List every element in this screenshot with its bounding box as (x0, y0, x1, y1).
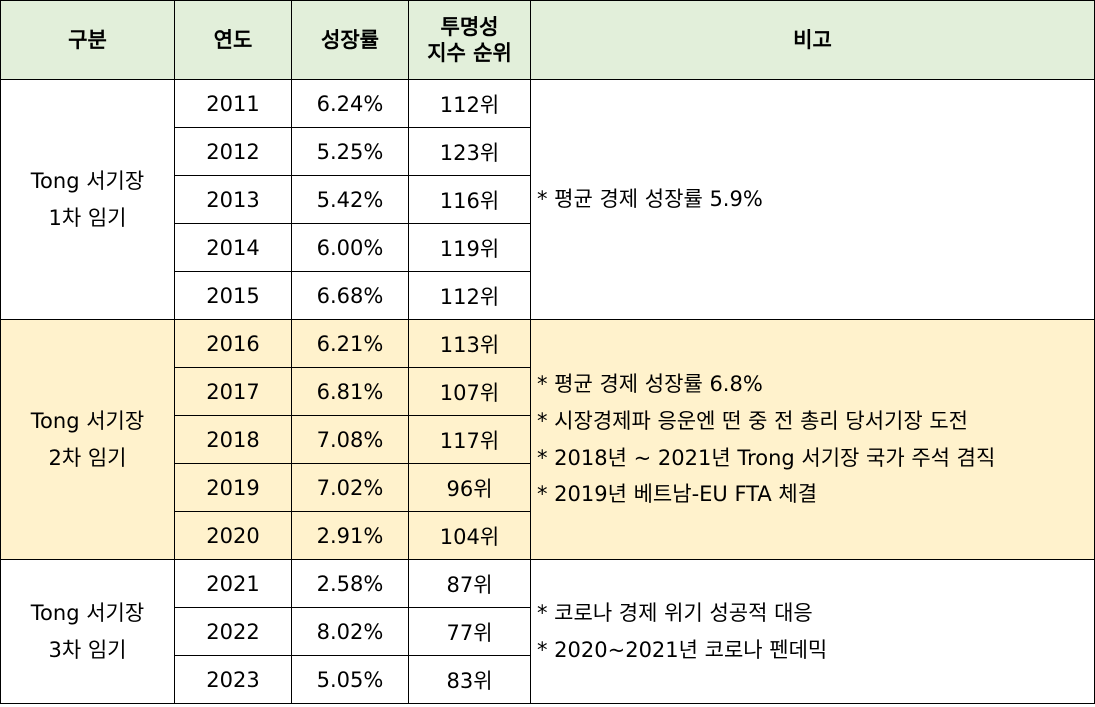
term-label-line1: Tong 서기장 (30, 408, 145, 433)
header-growth: 성장률 (291, 0, 409, 80)
note-line: * 평균 경제 성장률 6.8% (537, 372, 763, 396)
rank-cell: 113위 (408, 319, 531, 368)
header-year: 연도 (174, 0, 292, 80)
table-row: Tong 서기장 3차 임기 2021 2.58% 87위 * 코로나 경제 위… (0, 559, 1095, 704)
rank-cell: 77위 (408, 607, 531, 656)
growth-cell: 2.91% (291, 511, 409, 560)
rank-cell: 116위 (408, 175, 531, 224)
header-transparency-line2: 지수 순위 (427, 41, 512, 65)
term-label-2: Tong 서기장 2차 임기 (0, 319, 175, 560)
rank-cell: 119위 (408, 223, 531, 272)
growth-cell: 6.24% (291, 79, 409, 128)
growth-cell: 7.02% (291, 463, 409, 512)
table-row: 2019 7.02% 96위 (1, 463, 1095, 512)
rank-cell: 107위 (408, 367, 531, 416)
growth-cell: 6.68% (291, 271, 409, 320)
rank-cell: 96위 (408, 463, 531, 512)
note-line: * 시장경제파 응운엔 떤 중 전 총리 당서기장 도전 (537, 408, 968, 433)
header-row: 구분 연도 성장률 투명성 지수 순위 비고 (0, 0, 1095, 80)
growth-cell: 8.02% (291, 607, 409, 656)
growth-cell: 5.42% (291, 175, 409, 224)
rank-cell: 112위 (408, 271, 531, 320)
header-transparency: 투명성 지수 순위 (408, 0, 531, 80)
growth-cell: 6.21% (291, 319, 409, 368)
note-line: * 2018년 ~ 2021년 Trong 서기장 국가 주석 겸직 (537, 445, 996, 470)
term-label-3: Tong 서기장 3차 임기 (0, 559, 175, 704)
year-cell: 2019 (174, 463, 292, 512)
rank-cell: 83위 (408, 655, 531, 704)
term-label-line2: 2차 임기 (48, 445, 127, 470)
table-row: 2020 2.91% 104위 (1, 511, 1095, 560)
term-label-line2: 1차 임기 (48, 205, 127, 230)
rank-cell: 117위 (408, 415, 531, 464)
remarks-2: * 평균 경제 성장률 6.8% * 시장경제파 응운엔 떤 중 전 총리 당서… (530, 319, 1095, 560)
year-cell: 2018 (174, 415, 292, 464)
growth-cell: 5.25% (291, 127, 409, 176)
header-category: 구분 (0, 0, 175, 80)
rank-cell: 112위 (408, 79, 531, 128)
header-remarks: 비고 (530, 0, 1095, 80)
growth-cell: 2.58% (291, 559, 409, 608)
year-cell: 2021 (174, 559, 292, 608)
term-label-line2: 3차 임기 (48, 637, 127, 662)
term-label-line1: Tong 서기장 (30, 600, 145, 625)
year-cell: 2013 (174, 175, 292, 224)
table-row: 2012 5.25% 123위 (1, 127, 1095, 176)
note-line: * 2020~2021년 코로나 펜데믹 (537, 637, 828, 662)
term-label-1: Tong 서기장 1차 임기 (0, 79, 175, 320)
year-cell: 2022 (174, 607, 292, 656)
table-row: 2022 8.02% 77위 (1, 607, 1095, 656)
year-cell: 2016 (174, 319, 292, 368)
remarks-1: * 평균 경제 성장률 5.9% (530, 79, 1095, 320)
table-row: 2015 6.68% 112위 (1, 271, 1095, 320)
note-line: * 2019년 베트남-EU FTA 체결 (537, 482, 818, 507)
growth-cell: 6.81% (291, 367, 409, 416)
rank-cell: 104위 (408, 511, 531, 560)
growth-cell: 6.00% (291, 223, 409, 272)
term-label-line1: Tong 서기장 (30, 168, 145, 193)
year-cell: 2023 (174, 655, 292, 704)
year-cell: 2017 (174, 367, 292, 416)
note-line: * 코로나 경제 위기 성공적 대응 (537, 600, 813, 625)
year-cell: 2011 (174, 79, 292, 128)
header-transparency-line1: 투명성 (440, 14, 499, 39)
rank-cell: 87위 (408, 559, 531, 608)
year-cell: 2015 (174, 271, 292, 320)
note-line: * 평균 경제 성장률 5.9% (537, 187, 763, 212)
table-row: Tong 서기장 1차 임기 2011 6.24% 112위 * 평균 경제 성… (0, 79, 1095, 320)
table-row: 2017 6.81% 107위 (1, 367, 1095, 416)
year-cell: 2012 (174, 127, 292, 176)
table-row: 2023 5.05% 83위 (1, 655, 1095, 704)
remarks-3: * 코로나 경제 위기 성공적 대응 * 2020~2021년 코로나 펜데믹 (530, 559, 1095, 704)
growth-cell: 7.08% (291, 415, 409, 464)
year-cell: 2014 (174, 223, 292, 272)
rank-cell: 123위 (408, 127, 531, 176)
table-row: 2018 7.08% 117위 (1, 415, 1095, 464)
year-cell: 2020 (174, 511, 292, 560)
growth-cell: 5.05% (291, 655, 409, 704)
table-row: Tong 서기장 2차 임기 2016 6.21% 113위 * 평균 경제 성… (0, 319, 1095, 560)
